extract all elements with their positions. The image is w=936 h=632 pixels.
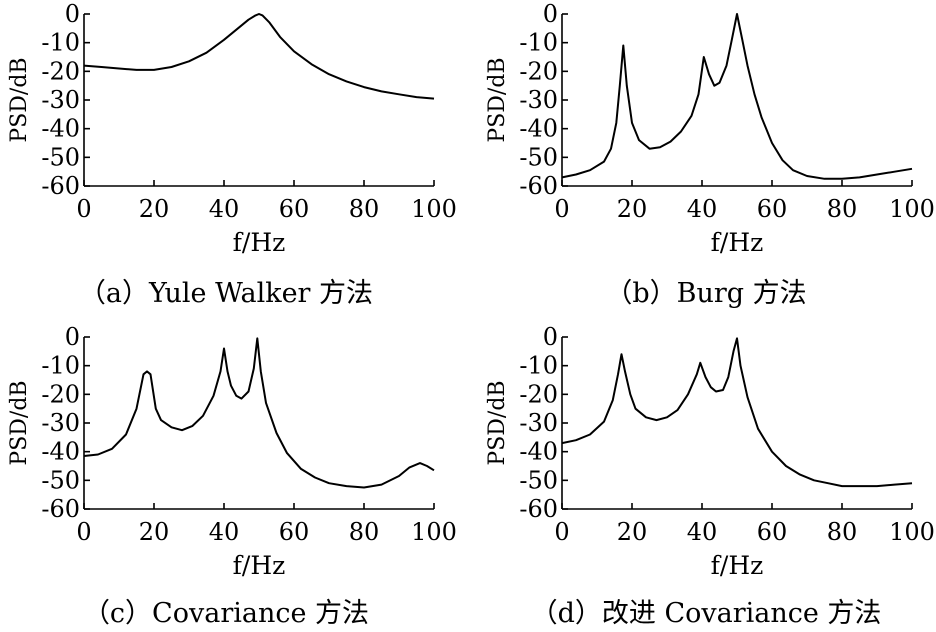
panel-caption: （d）改进 Covariance 方法 [531, 598, 882, 629]
y-tick-label: 0 [65, 323, 80, 351]
x-axis-label: f/Hz [711, 551, 764, 580]
y-tick-label: -10 [519, 29, 558, 57]
x-tick-label: 100 [889, 518, 935, 546]
psd-curve [561, 13, 913, 180]
x-tick-label: 0 [76, 518, 91, 546]
y-tick-label: -20 [41, 380, 80, 408]
psd-curve [83, 13, 435, 100]
x-tick-label: 0 [554, 195, 569, 223]
psd-curve [83, 337, 435, 489]
y-tick-label: -30 [41, 409, 80, 437]
chart-panel-0: 0-10-20-30-40-50-600 20 40 60 80 100PSD/dBf/H… [7, 0, 457, 309]
x-tick-label: 100 [411, 518, 457, 546]
y-tick-label: -60 [41, 172, 80, 200]
y-tick-label: -50 [519, 143, 558, 171]
y-tick-label: 0 [543, 0, 558, 28]
x-tick-label: 40 [209, 518, 240, 546]
y-tick-label: -20 [519, 57, 558, 85]
y-tick-label: -60 [519, 172, 558, 200]
x-tick-label: 80 [349, 518, 380, 546]
psd-curve [561, 337, 913, 488]
x-tick-label: 20 [617, 195, 648, 223]
panel-caption: （a）Yule Walker 方法 [79, 278, 373, 309]
y-tick-label: -40 [41, 115, 80, 143]
x-axis-label: f/Hz [233, 228, 286, 257]
y-tick-label: -20 [519, 380, 558, 408]
y-tick-label: -30 [41, 86, 80, 114]
chart-panel-2: 0-10-20-30-40-50-600 20 40 60 80 100PSD/dBf/H… [7, 323, 457, 629]
x-tick-label: 40 [687, 518, 718, 546]
y-axis-label: PSD/dB [485, 57, 510, 142]
y-tick-label: -50 [519, 466, 558, 494]
y-tick-label: -30 [519, 86, 558, 114]
x-tick-label: 80 [827, 195, 858, 223]
y-tick-label: -60 [519, 495, 558, 523]
y-tick-label: -50 [41, 143, 80, 171]
x-tick-label: 20 [139, 195, 170, 223]
x-tick-label: 0 [554, 518, 569, 546]
y-tick-label: -40 [41, 438, 80, 466]
y-tick-label: -10 [519, 352, 558, 380]
x-tick-label: 80 [349, 195, 380, 223]
x-tick-label: 60 [757, 195, 788, 223]
x-tick-label: 40 [209, 195, 240, 223]
y-tick-label: -10 [41, 352, 80, 380]
y-axis-label: PSD/dB [7, 57, 32, 142]
y-axis-label: PSD/dB [485, 380, 510, 465]
y-tick-label: -40 [519, 438, 558, 466]
y-axis-label: PSD/dB [7, 380, 32, 465]
y-tick-label: -10 [41, 29, 80, 57]
y-tick-label: -60 [41, 495, 80, 523]
y-tick-label: -40 [519, 115, 558, 143]
x-axis-label: f/Hz [711, 228, 764, 257]
x-tick-label: 0 [76, 195, 91, 223]
y-tick-label: 0 [543, 323, 558, 351]
panel-caption: （b）Burg 方法 [605, 278, 806, 309]
chart-panel-3: 0-10-20-30-40-50-600 20 40 60 80 100PSD/dBf/H… [485, 323, 935, 629]
x-tick-label: 60 [757, 518, 788, 546]
panel-caption: （c）Covariance 方法 [83, 598, 369, 629]
y-tick-label: -30 [519, 409, 558, 437]
x-tick-label: 80 [827, 518, 858, 546]
y-tick-label: 0 [65, 0, 80, 28]
x-tick-label: 20 [617, 518, 648, 546]
x-tick-label: 40 [687, 195, 718, 223]
x-tick-label: 60 [279, 518, 310, 546]
x-axis-label: f/Hz [233, 551, 286, 580]
y-tick-label: -20 [41, 57, 80, 85]
x-tick-label: 20 [139, 518, 170, 546]
x-tick-label: 100 [889, 195, 935, 223]
chart-panel-1: 0-10-20-30-40-50-600 20 40 60 80 100PSD/dBf/H… [485, 0, 935, 309]
y-tick-label: -50 [41, 466, 80, 494]
x-tick-label: 100 [411, 195, 457, 223]
x-tick-label: 60 [279, 195, 310, 223]
